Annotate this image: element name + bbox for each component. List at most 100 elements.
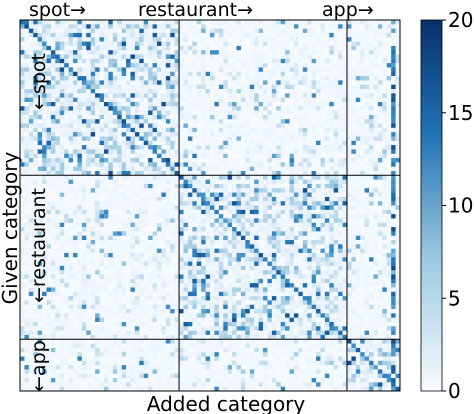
heatmap-cell: [227, 227, 233, 232]
heatmap-cell: [214, 89, 220, 94]
heatmap-cell: [77, 261, 83, 267]
heatmap-cell: [86, 97, 91, 103]
heatmap-cell: [170, 127, 175, 133]
heatmap-cell: [263, 175, 268, 180]
heatmap-cell: [187, 192, 193, 198]
heatmap-cell: [329, 140, 335, 146]
heatmap-cell: [271, 145, 277, 150]
heatmap-cell: [364, 58, 370, 64]
heatmap-cell: [249, 58, 255, 64]
heatmap-cell: [59, 110, 65, 116]
heatmap-cell: [316, 106, 321, 111]
heatmap-cell: [99, 84, 105, 90]
heatmap-cell: [280, 136, 286, 142]
heatmap-cell: [33, 37, 38, 42]
heatmap-cell: [64, 170, 69, 176]
heatmap-cell: [320, 76, 326, 81]
heatmap-cell: [64, 93, 69, 98]
heatmap-cell: [324, 222, 330, 228]
heatmap-cell: [285, 41, 290, 47]
heatmap-cell: [103, 93, 109, 98]
heatmap-cell: [280, 218, 286, 224]
heatmap-cell: [214, 235, 220, 241]
heatmap-cell: [293, 45, 299, 51]
heatmap-cell: [108, 97, 114, 103]
heatmap-cell: [373, 252, 379, 258]
heatmap-cell: [205, 192, 211, 198]
heatmap-cell: [263, 67, 268, 73]
heatmap-cell: [99, 132, 105, 137]
heatmap-cell: [55, 145, 61, 150]
heatmap-cell: [117, 114, 122, 120]
heatmap-cell: [99, 205, 105, 211]
heatmap-cell: [373, 41, 379, 47]
heatmap-cell: [81, 227, 87, 232]
heatmap-cell: [369, 252, 374, 258]
heatmap-cell: [382, 80, 388, 86]
heatmap-cell: [338, 110, 343, 116]
heatmap-cell: [329, 201, 335, 206]
heatmap-cell: [134, 58, 140, 64]
heatmap-cell: [302, 158, 308, 163]
heatmap-cell: [170, 24, 175, 29]
heatmap-cell: [382, 166, 388, 172]
heatmap-cell: [263, 20, 268, 25]
heatmap-cell: [377, 235, 383, 241]
heatmap-cell: [134, 41, 140, 47]
heatmap-cell: [223, 170, 228, 176]
heatmap-cell: [377, 45, 383, 51]
heatmap-cell: [148, 71, 153, 77]
heatmap-cell: [95, 58, 100, 64]
heatmap-cell: [73, 188, 78, 193]
heatmap-cell: [196, 261, 202, 267]
heatmap-cell: [46, 63, 52, 68]
heatmap-cell: [33, 153, 38, 159]
heatmap-cell: [99, 192, 105, 198]
heatmap-cell: [103, 45, 109, 51]
heatmap-cell: [346, 214, 352, 219]
heatmap-cell: [333, 97, 339, 103]
heatmap-cell: [369, 32, 374, 38]
heatmap-cell: [24, 50, 30, 55]
heatmap-cell: [126, 45, 131, 51]
heatmap-cell: [373, 123, 379, 129]
heatmap-cell: [364, 71, 370, 77]
heatmap-cell: [333, 89, 339, 94]
heatmap-cell: [37, 158, 43, 163]
heatmap-cell: [311, 123, 317, 129]
heatmap-cell: [333, 136, 339, 142]
heatmap-cell: [386, 101, 392, 107]
heatmap-cell: [64, 84, 69, 90]
heatmap-cell: [59, 114, 65, 120]
heatmap-cell: [395, 37, 401, 42]
heatmap-cell: [316, 265, 321, 271]
heatmap-cell: [342, 166, 348, 172]
heatmap-cell: [46, 101, 52, 107]
heatmap-cell: [289, 97, 295, 103]
heatmap-cell: [59, 132, 65, 137]
heatmap-cell: [333, 188, 339, 193]
heatmap-cell: [360, 183, 365, 189]
heatmap-cell: [174, 119, 180, 124]
heatmap-cell: [267, 58, 273, 64]
heatmap-cell: [156, 170, 162, 176]
heatmap-cell: [170, 106, 175, 111]
heatmap-cell: [338, 24, 343, 29]
heatmap-cell: [276, 248, 281, 254]
heatmap-cell: [382, 196, 388, 202]
heatmap-cell: [320, 136, 326, 142]
heatmap-cell: [395, 54, 401, 60]
heatmap-cell: [232, 149, 237, 155]
heatmap-cell: [382, 54, 388, 60]
heatmap-cell: [355, 132, 361, 137]
heatmap-cell: [165, 166, 171, 172]
heatmap-cell: [377, 50, 383, 55]
heatmap-cell: [218, 183, 224, 189]
heatmap-cell: [373, 63, 379, 68]
heatmap-cell: [214, 63, 220, 68]
heatmap-cell: [285, 244, 290, 249]
heatmap-cell: [240, 149, 246, 155]
heatmap-cell: [316, 63, 321, 68]
heatmap-cell: [50, 201, 56, 206]
heatmap-cell: [240, 158, 246, 163]
